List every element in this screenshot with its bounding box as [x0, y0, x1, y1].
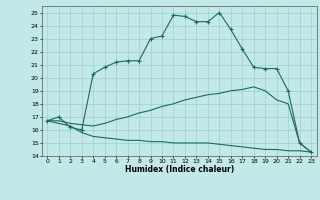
X-axis label: Humidex (Indice chaleur): Humidex (Indice chaleur): [124, 165, 234, 174]
